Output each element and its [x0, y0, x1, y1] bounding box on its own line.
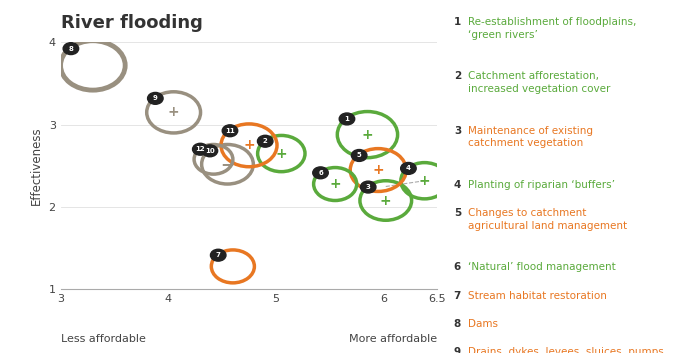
Text: Planting of riparian ‘buffers’: Planting of riparian ‘buffers’	[468, 180, 615, 190]
Text: 5: 5	[454, 208, 461, 218]
Text: 11: 11	[225, 128, 235, 134]
Circle shape	[361, 181, 376, 193]
Circle shape	[147, 92, 163, 104]
Text: Dams: Dams	[468, 319, 498, 329]
Y-axis label: Effectiveness: Effectiveness	[30, 127, 43, 205]
Text: +: +	[361, 128, 374, 142]
Circle shape	[202, 145, 217, 157]
Text: 6: 6	[454, 262, 461, 272]
Text: More affordable: More affordable	[349, 334, 437, 344]
Circle shape	[63, 43, 79, 55]
Text: 8: 8	[454, 319, 461, 329]
Circle shape	[400, 162, 416, 174]
Text: 1: 1	[454, 17, 461, 27]
Text: 10: 10	[205, 148, 215, 154]
Text: Drains, dykes, levees, sluices, pumps: Drains, dykes, levees, sluices, pumps	[468, 347, 664, 353]
Text: 3: 3	[454, 126, 461, 136]
Text: 3: 3	[365, 184, 371, 190]
Text: 2: 2	[263, 138, 268, 144]
Text: 9: 9	[153, 95, 157, 101]
Text: 1: 1	[345, 116, 349, 122]
Text: +: +	[329, 177, 341, 191]
Text: +: +	[419, 174, 430, 188]
Text: Less affordable: Less affordable	[61, 334, 145, 344]
Text: +: +	[380, 193, 392, 208]
Text: −: −	[221, 155, 234, 173]
Text: 4: 4	[454, 180, 461, 190]
Text: +: +	[275, 146, 287, 161]
Text: +: +	[243, 138, 255, 152]
Circle shape	[222, 125, 238, 137]
Circle shape	[192, 143, 208, 155]
Text: Re-establishment of floodplains,
‘green rivers’: Re-establishment of floodplains, ‘green …	[468, 17, 636, 40]
Text: 4: 4	[406, 166, 411, 172]
Text: 5: 5	[357, 152, 361, 158]
Circle shape	[211, 249, 226, 261]
Text: ‘Natural’ flood management: ‘Natural’ flood management	[468, 262, 616, 272]
Circle shape	[339, 113, 355, 125]
Text: Maintenance of existing
catchment vegetation: Maintenance of existing catchment vegeta…	[468, 126, 593, 148]
Circle shape	[313, 167, 328, 179]
Text: Catchment afforestation,
increased vegetation cover: Catchment afforestation, increased veget…	[468, 71, 610, 94]
Text: Changes to catchment
agricultural land management: Changes to catchment agricultural land m…	[468, 208, 627, 231]
Text: 8: 8	[69, 46, 73, 52]
Text: 2: 2	[454, 71, 461, 82]
Text: River flooding: River flooding	[61, 14, 203, 32]
Text: 6: 6	[318, 170, 323, 176]
Text: +: +	[372, 163, 384, 177]
Text: 7: 7	[216, 252, 221, 258]
Circle shape	[351, 150, 367, 161]
Circle shape	[258, 135, 273, 147]
Text: 12: 12	[195, 146, 205, 152]
Text: 7: 7	[454, 291, 461, 300]
Text: Stream habitat restoration: Stream habitat restoration	[468, 291, 607, 300]
Text: 9: 9	[454, 347, 461, 353]
Text: +: +	[168, 106, 180, 119]
